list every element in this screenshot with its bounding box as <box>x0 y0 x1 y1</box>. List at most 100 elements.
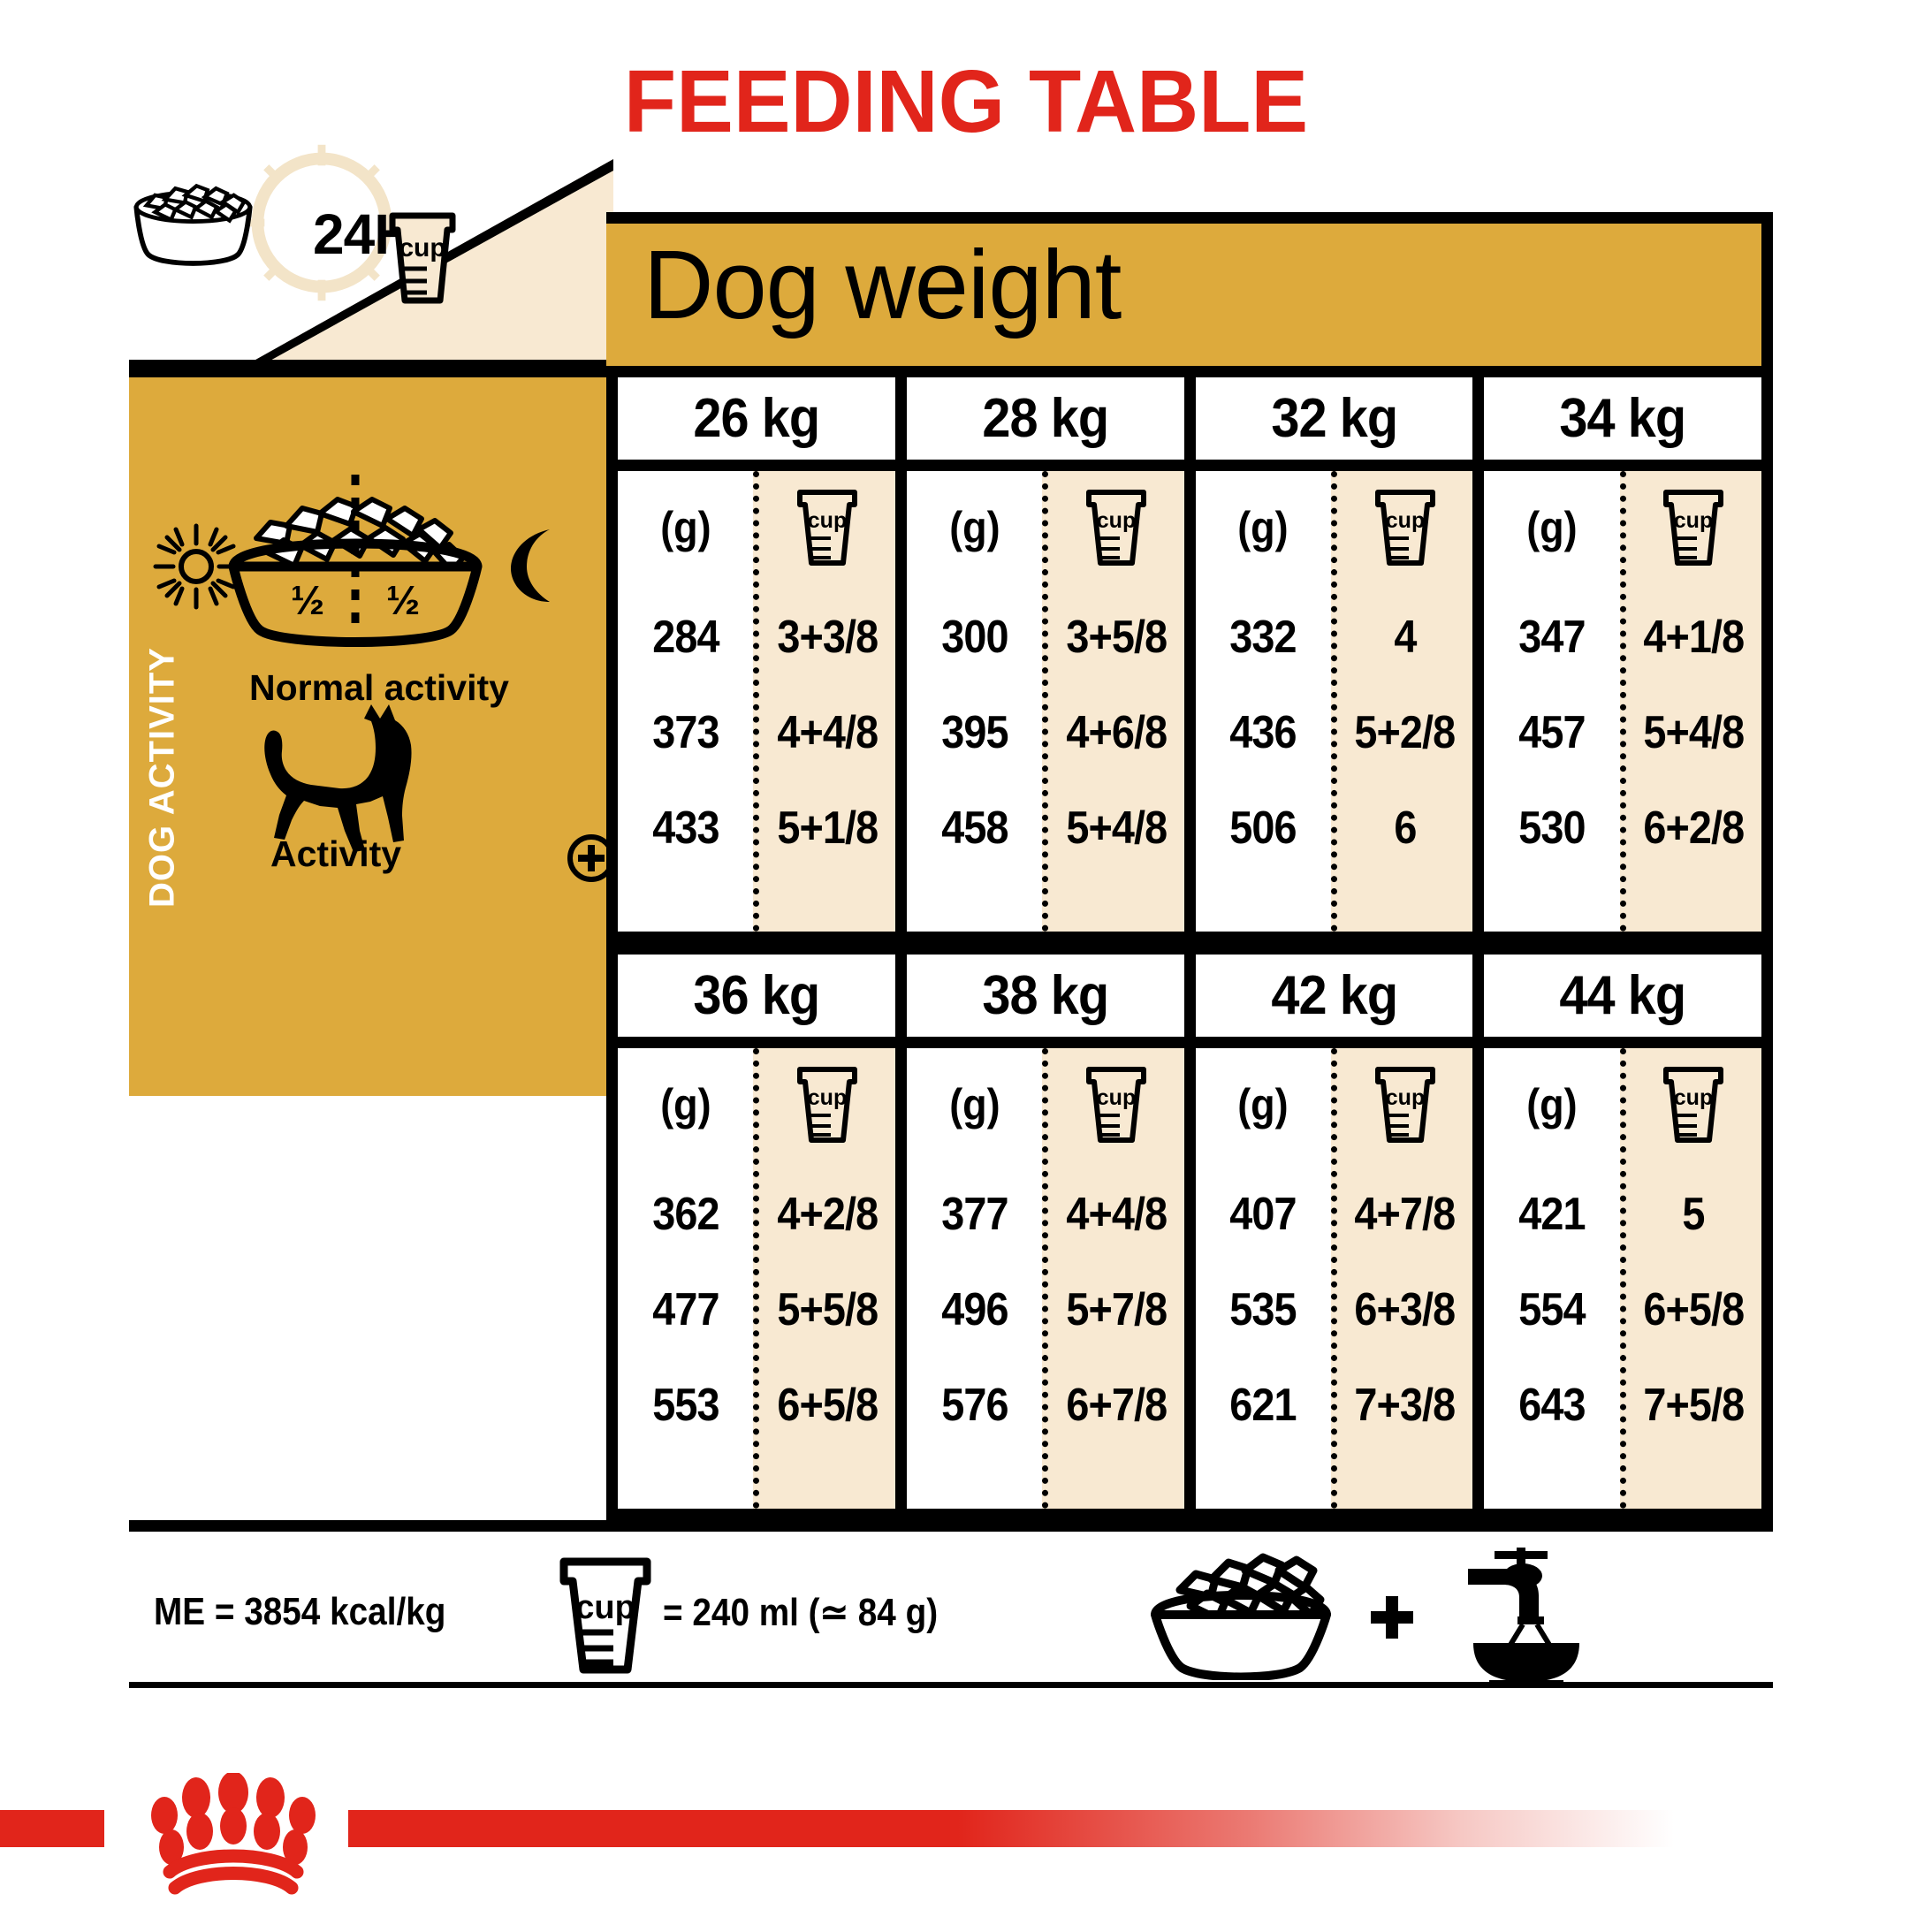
table-row: 576 <box>907 1363 1042 1448</box>
data-row-group-2: (g) 362 477 553 cup 4+2/ <box>606 1037 1773 1520</box>
royal-canin-crown-icon <box>151 1773 316 1895</box>
measuring-cup-icon: cup <box>1374 490 1435 566</box>
grams-column: (g) 284 373 433 <box>618 471 754 932</box>
weight-label: 36 kg <box>693 965 820 1026</box>
table-block-2: 36 kg 38 kg 42 kg 44 kg (g) 362 477 553 <box>606 943 1773 1520</box>
table-row: 477 <box>618 1267 753 1352</box>
dog-activity-panel: DOG ACTIVITY <box>129 366 736 1096</box>
grams-subheader: (g) <box>1196 1048 1331 1161</box>
gram-value: 300 <box>940 612 1008 663</box>
weight-header-cell: 26 kg <box>606 366 907 460</box>
gram-value: 395 <box>940 707 1008 758</box>
table-row: 4+2/8 <box>759 1172 894 1257</box>
table-row: 4+4/8 <box>759 690 894 775</box>
table-row: 395 <box>907 690 1042 775</box>
svg-text:cup: cup <box>1674 1085 1713 1110</box>
cups-column: cup 5 6+5/8 7+5/8 <box>1619 1048 1761 1509</box>
table-row: 621 <box>1196 1363 1331 1448</box>
cup-subheader: cup <box>1626 471 1761 584</box>
grams-column: (g) 421 554 643 <box>1484 1048 1620 1509</box>
dog-bowl-icon <box>1151 1553 1331 1680</box>
gram-value: 621 <box>1229 1380 1297 1431</box>
table-row: 3+3/8 <box>759 595 894 680</box>
activity-label: Activity <box>270 833 402 874</box>
gram-value: 530 <box>1518 802 1586 854</box>
table-block-1: 26 kg 28 kg 32 kg 34 kg (g) 284 373 433 <box>606 366 1773 943</box>
cup-value: 5+2/8 <box>1354 707 1457 758</box>
weight-label: 32 kg <box>1270 388 1398 449</box>
grams-header-label: (g) <box>1526 503 1578 552</box>
gram-value: 576 <box>940 1380 1008 1431</box>
weight-header-cell: 44 kg <box>1484 943 1773 1037</box>
table-row: 535 <box>1196 1267 1331 1352</box>
table-row: 458 <box>907 786 1042 871</box>
table-row: 6+5/8 <box>1626 1267 1761 1352</box>
cup-subheader: cup <box>1337 471 1472 584</box>
grams-header-label: (g) <box>659 1080 711 1130</box>
weight-label: 28 kg <box>982 388 1109 449</box>
weight-column: (g) 362 477 553 cup 4+2/ <box>606 1037 907 1520</box>
cup-value: 5+5/8 <box>777 1284 879 1335</box>
cup-value: 4+4/8 <box>1065 1189 1168 1240</box>
grams-subheader: (g) <box>618 1048 753 1161</box>
grams-header-label: (g) <box>948 1080 1000 1130</box>
sun-icon <box>153 523 240 610</box>
bowl-half-split-icon: ½ ½ <box>228 475 483 647</box>
gram-value: 553 <box>651 1380 719 1431</box>
svg-text:cup: cup <box>808 1085 847 1110</box>
cup-value: 4+7/8 <box>1354 1189 1457 1240</box>
cup-value: 5+1/8 <box>777 802 879 854</box>
weight-label: 34 kg <box>1559 388 1687 449</box>
plus-icon <box>1371 1596 1413 1639</box>
table-row: 6+2/8 <box>1626 786 1761 871</box>
table-row: 332 <box>1196 595 1331 680</box>
grams-column: (g) 300 395 458 <box>906 471 1043 932</box>
table-row: 4+4/8 <box>1048 1172 1183 1257</box>
svg-text:cup: cup <box>575 1589 635 1626</box>
cups-column: cup 3+5/8 4+6/8 5+4/8 <box>1042 471 1184 932</box>
table-row: 433 <box>618 786 753 871</box>
weight-label: 38 kg <box>982 965 1109 1026</box>
weight-label: 44 kg <box>1559 965 1687 1026</box>
table-row: 421 <box>1484 1172 1619 1257</box>
cup-value: 7+3/8 <box>1354 1380 1457 1431</box>
measuring-cup-icon: cup <box>389 212 456 304</box>
table-row: 5+2/8 <box>1337 690 1472 775</box>
table-row: 7+5/8 <box>1626 1363 1761 1448</box>
cup-value: 5 <box>1682 1189 1706 1240</box>
svg-text:cup: cup <box>1097 508 1136 533</box>
footer-info-bar: ME = 3854 kcal/kg cup = 240 ml (≃ 84 g) <box>129 1520 1773 1688</box>
grams-header-label: (g) <box>948 503 1000 552</box>
gram-value: 362 <box>651 1189 719 1240</box>
gram-value: 347 <box>1518 612 1586 663</box>
weight-column: (g) 421 554 643 cup 5 <box>1484 1037 1773 1520</box>
cup-subheader: cup <box>1626 1048 1761 1161</box>
measuring-cup-icon: cup <box>1663 1067 1724 1143</box>
grams-subheader: (g) <box>618 471 753 584</box>
weight-column: (g) 377 496 576 cup 4+4/ <box>906 1037 1196 1520</box>
weight-header-cell: 34 kg <box>1484 366 1773 460</box>
svg-text:cup: cup <box>808 508 847 533</box>
weight-header-row-2: 36 kg 38 kg 42 kg 44 kg <box>606 943 1773 1037</box>
cup-value: 4+6/8 <box>1065 707 1168 758</box>
weight-column: (g) 347 457 530 cup 4+1/ <box>1484 460 1773 943</box>
table-row: 5+7/8 <box>1048 1267 1183 1352</box>
gram-value: 496 <box>940 1284 1008 1335</box>
gram-value: 457 <box>1518 707 1586 758</box>
gram-value: 458 <box>940 802 1008 854</box>
cup-subheader: cup <box>1337 1048 1472 1161</box>
table-row: 6+3/8 <box>1337 1267 1472 1352</box>
gram-value: 643 <box>1518 1380 1586 1431</box>
weight-column: (g) 407 535 621 cup 4+7/ <box>1195 1037 1485 1520</box>
cup-subheader: cup <box>759 1048 894 1161</box>
grams-column: (g) 347 457 530 <box>1484 471 1620 932</box>
cup-value: 4+4/8 <box>777 707 879 758</box>
weight-column: (g) 300 395 458 cup 3+5/ <box>906 460 1196 943</box>
svg-text:½: ½ <box>291 577 324 623</box>
grams-subheader: (g) <box>1196 471 1331 584</box>
svg-text:cup: cup <box>1097 1085 1136 1110</box>
measuring-cup-icon: cup <box>559 1557 651 1674</box>
cup-subheader: cup <box>1048 471 1183 584</box>
table-row: 5 <box>1626 1172 1761 1257</box>
